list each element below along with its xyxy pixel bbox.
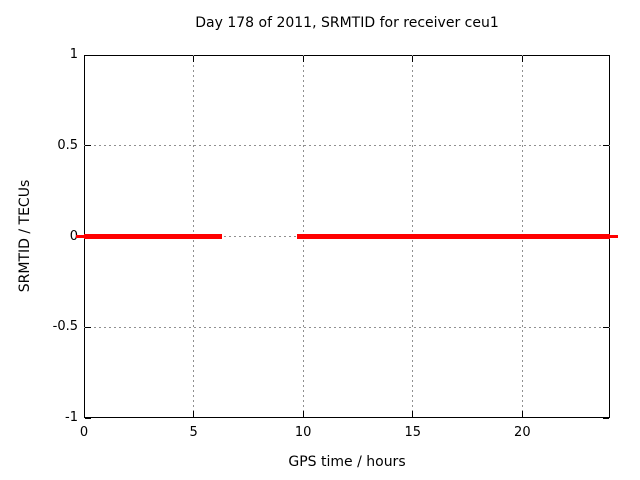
y-tick-label: -1 [65, 410, 78, 425]
x-tick-mark-bottom [521, 411, 523, 417]
x-tick-label: 15 [404, 425, 422, 440]
zero-edge-dash-left [76, 235, 84, 238]
x-tick-label: 10 [294, 425, 312, 440]
y-tick-mark-left [85, 417, 91, 419]
x-tick-mark-top [302, 56, 304, 62]
x-tick-mark-bottom [302, 411, 304, 417]
y-tick-mark-left [85, 54, 91, 56]
y-tick-label: 0.5 [57, 137, 78, 153]
y-gridline [84, 145, 610, 147]
x-tick-mark-top [521, 56, 523, 62]
y-gridline [84, 326, 610, 328]
y-tick-label: -0.5 [52, 319, 78, 335]
y-tick-mark-right [603, 417, 609, 419]
data-line-segment [296, 234, 610, 239]
chart-title: Day 178 of 2011, SRMTID for receiver ceu… [195, 15, 499, 31]
x-axis-label: GPS time / hours [288, 454, 406, 470]
x-tick-mark-top [83, 56, 85, 62]
zero-edge-dash-right [610, 235, 618, 238]
y-tick-mark-right [603, 54, 609, 56]
y-tick-mark-left [85, 326, 91, 328]
x-tick-mark-top [193, 56, 195, 62]
y-tick-mark-right [603, 145, 609, 147]
data-line-segment [84, 234, 223, 239]
y-tick-label: 0 [69, 228, 78, 244]
y-tick-label: 1 [69, 47, 78, 62]
x-tick-mark-bottom [193, 411, 195, 417]
y-tick-mark-left [85, 145, 91, 147]
x-tick-label: 20 [514, 425, 531, 440]
x-tick-label: 0 [79, 425, 89, 440]
x-tick-mark-bottom [412, 411, 414, 417]
y-tick-mark-right [603, 326, 609, 328]
x-tick-mark-top [412, 56, 414, 62]
x-tick-label: 5 [189, 425, 198, 440]
x-tick-mark-bottom [83, 411, 85, 417]
